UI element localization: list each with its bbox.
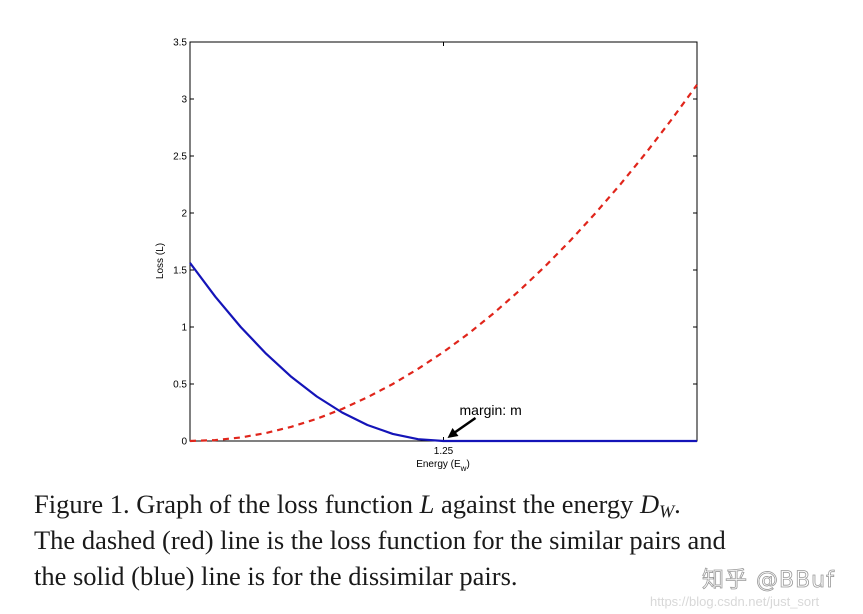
- annotation-arrowhead: [447, 428, 459, 438]
- axes-frame: [189, 41, 698, 442]
- math-var-d: D: [639, 489, 660, 519]
- y-tick-label: 2.5: [173, 152, 187, 163]
- series-dissimilar-solid-line: [189, 262, 697, 443]
- annotation-label: margin: m: [460, 402, 522, 418]
- x-tick-label: 1.25: [434, 446, 454, 457]
- loss-chart: 0 0.5 1 1.5 2 2.5 3 3.5 1.25 margin: m Loss (L)…: [155, 38, 698, 473]
- y-axis-ticks: 0 0.5 1 1.5 2 2.5 3 3.5: [173, 38, 697, 448]
- y-tick-label: 3: [181, 95, 187, 106]
- caption-line-3: the solid (blue) line is for the dissimi…: [34, 561, 518, 591]
- y-tick-label: 1.5: [173, 266, 187, 277]
- x-axis-label: Energy (Ew): [416, 459, 470, 473]
- math-var-l: L: [419, 489, 435, 519]
- y-tick-label: 1: [181, 323, 187, 334]
- series-layer: [189, 84, 698, 443]
- x-axis-ticks: 1.25: [434, 42, 454, 457]
- plot-frame: [189, 41, 698, 442]
- series-similar-dashed-line: [189, 84, 698, 443]
- y-tick-label: 2: [181, 209, 187, 220]
- zhihu-watermark: 知乎 @BBuf: [702, 568, 835, 594]
- caption-line-2: The dashed (red) line is the loss functi…: [34, 525, 726, 555]
- figure-caption: Figure 1. Graph of the loss function L a…: [34, 486, 834, 594]
- caption-line-1: Figure 1. Graph of the loss function L a…: [34, 489, 681, 522]
- y-axis-label: Loss (L): [155, 243, 166, 279]
- y-tick-label: 0.5: [173, 380, 187, 391]
- y-tick-label: 0: [181, 437, 187, 448]
- y-tick-label: 3.5: [173, 38, 187, 49]
- csdn-url-watermark: https://blog.csdn.net/just_sort: [650, 594, 820, 609]
- math-sub-w: W: [659, 501, 675, 522]
- annotation-arrow-shaft: [451, 416, 477, 436]
- annotation-layer: margin: m: [447, 402, 522, 438]
